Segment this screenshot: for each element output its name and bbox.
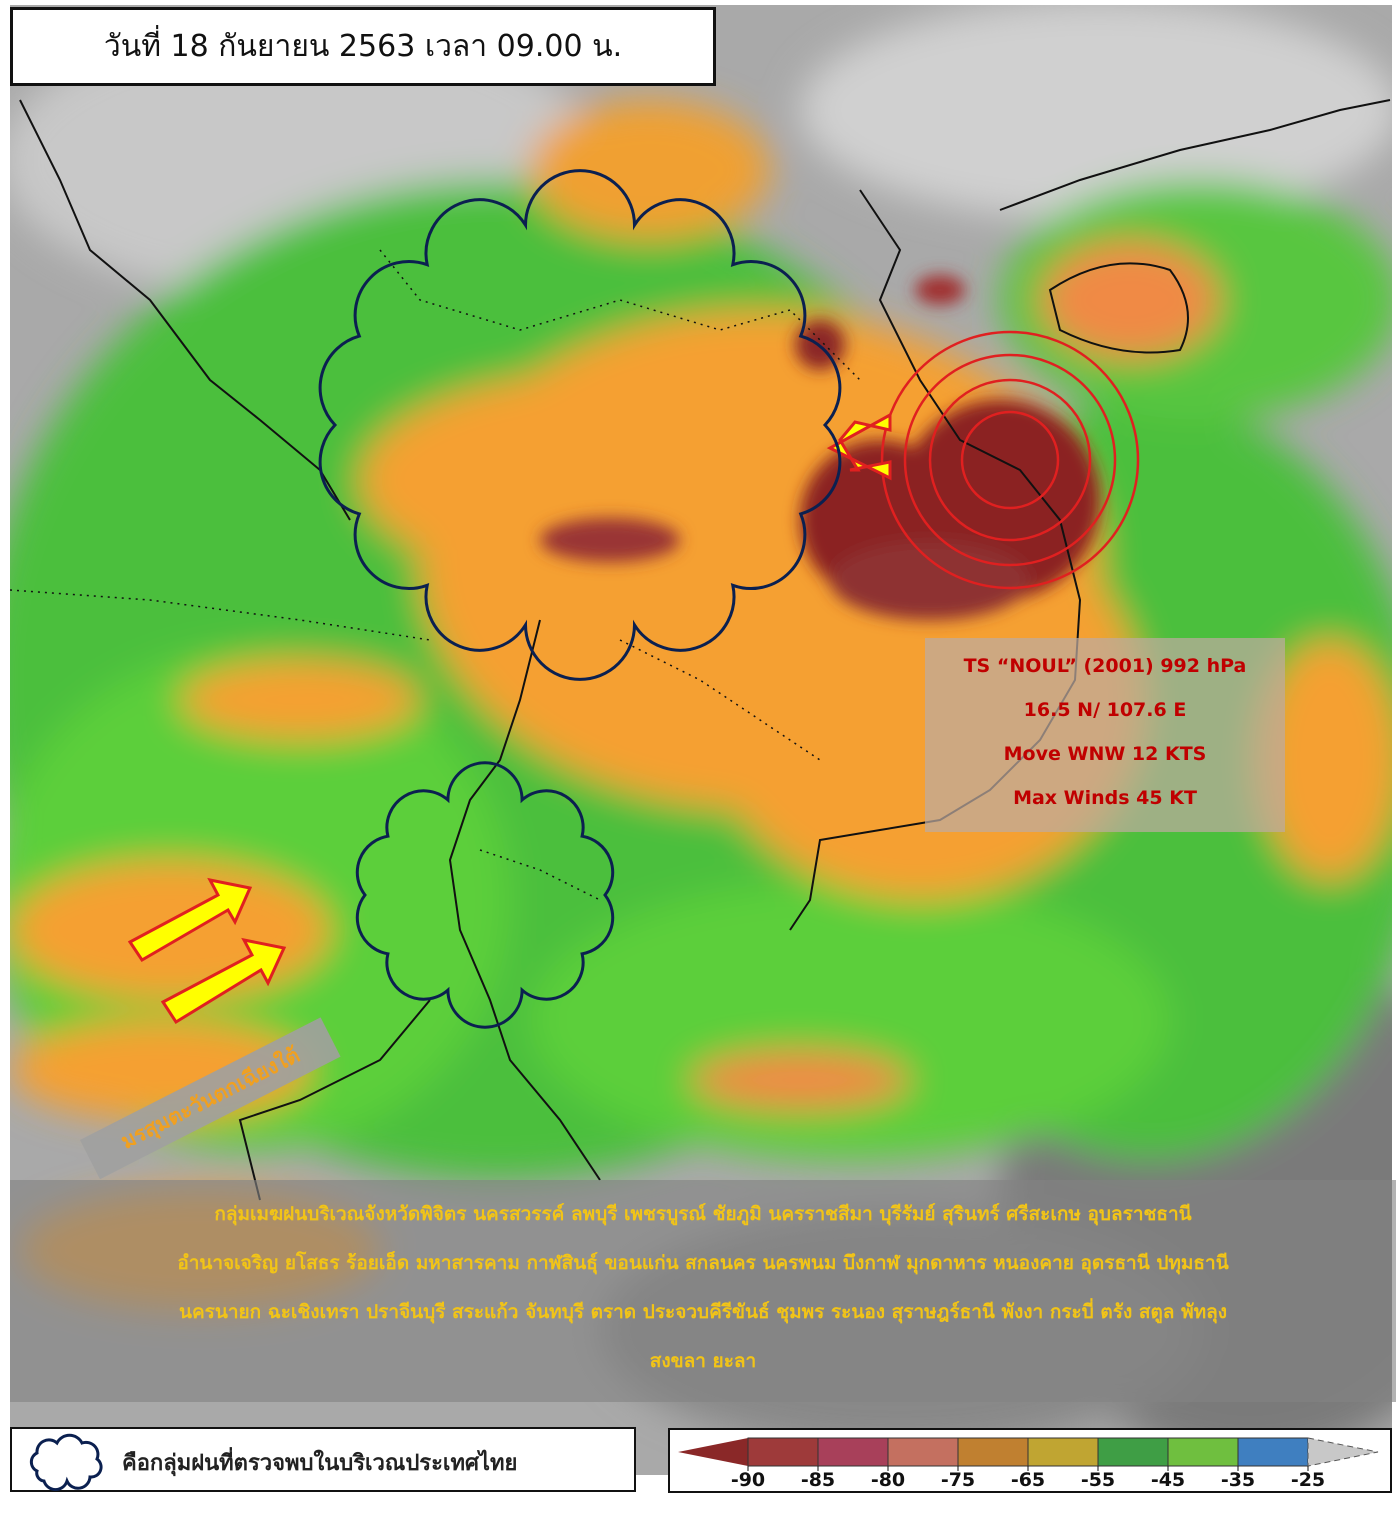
colorbar-tick-label: -55	[1081, 1469, 1115, 1491]
colorbar-segment	[1307, 1437, 1379, 1467]
colorbar: -90 -85 -80 -75 -65 -55 -45 -35 -25	[668, 1428, 1392, 1493]
legend-label: คือกลุ่มฝนที่ตรวจพบในบริเวณประเทศไทย	[122, 1451, 518, 1476]
colorbar-segment	[1027, 1437, 1099, 1467]
date-title: วันที่ 18 กันยายน 2563 เวลา 09.00 น.	[10, 7, 716, 86]
colorbar-tick-label: -75	[941, 1469, 975, 1491]
colorbar-segment	[1167, 1437, 1239, 1467]
legend-icon	[29, 1433, 103, 1491]
colorbar-tick-label: -45	[1151, 1469, 1185, 1491]
rain-clusters	[318, 169, 842, 1029]
storm-rings	[880, 330, 1140, 590]
storm-info: TS “NOUL” (2001) 992 hPa 16.5 N/ 107.6 E…	[925, 638, 1285, 832]
colorbar-svg: -90 -85 -80 -75 -65 -55 -45 -35 -25	[678, 1437, 1379, 1491]
colorbar-segment	[1237, 1437, 1309, 1467]
borders	[10, 249, 861, 901]
storm-line: Max Winds 45 KT	[1013, 787, 1197, 809]
storm-line: Move WNW 12 KTS	[1003, 743, 1207, 765]
storm-line: 16.5 N/ 107.6 E	[1023, 699, 1187, 721]
colorbar-tick-label: -35	[1221, 1469, 1255, 1491]
rain-cluster	[355, 761, 615, 1029]
storm-line: TS “NOUL” (2001) 992 hPa	[963, 655, 1247, 677]
description-line: กลุ่มเมฆฝนบริเวณจังหวัดพิจิตร นครสวรรค์ …	[214, 1203, 1192, 1225]
colorbar-segment	[887, 1437, 959, 1467]
description-line: นครนายก ฉะเชิงเทรา ปราจีนบุรี สระแก้ว จั…	[178, 1301, 1228, 1323]
arrows	[127, 412, 892, 1025]
colorbar-segment	[678, 1438, 748, 1466]
description-line: สงขลา ยะลา	[649, 1350, 757, 1372]
rain-cluster	[318, 169, 842, 681]
colorbar-tick-label: -80	[871, 1469, 905, 1491]
colorbar-segment	[817, 1437, 889, 1467]
colorbar-segment	[957, 1437, 1029, 1467]
description-line: อำนาจเจริญ ยโสธร ร้อยเอ็ด มหาสารคาม กาฬส…	[177, 1252, 1229, 1274]
colorbar-tick-label: -65	[1011, 1469, 1045, 1491]
colorbar-tick-label: -90	[731, 1469, 765, 1491]
description: กลุ่มเมฆฝนบริเวณจังหวัดพิจิตร นครสวรรค์ …	[10, 1180, 1396, 1402]
colorbar-segment	[747, 1437, 819, 1467]
colorbar-segment	[1097, 1437, 1169, 1467]
legend: คือกลุ่มฝนที่ตรวจพบในบริเวณประเทศไทย	[10, 1427, 636, 1492]
colorbar-tick-label: -85	[801, 1469, 835, 1491]
colorbar-tick-label: -25	[1291, 1469, 1325, 1491]
